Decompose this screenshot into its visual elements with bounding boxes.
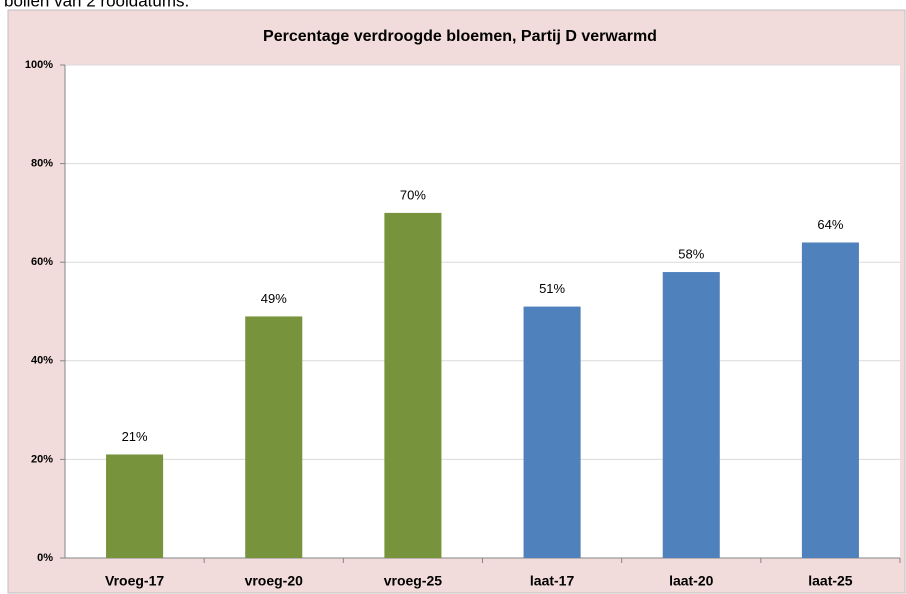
y-tick-label: 80% xyxy=(31,158,53,170)
bar xyxy=(106,454,164,558)
value-label: 58% xyxy=(678,246,704,261)
y-tick-label: 0% xyxy=(37,552,53,564)
bar xyxy=(801,242,859,559)
value-label: 21% xyxy=(122,429,148,444)
x-tick-label: vroeg-20 xyxy=(245,573,304,589)
bar xyxy=(245,316,303,558)
chart-title: Percentage verdroogde bloemen, Partij D … xyxy=(263,28,657,45)
caption: bollen van 2 rooidatums. xyxy=(4,0,189,10)
x-tick-label: laat-25 xyxy=(808,573,853,589)
bar xyxy=(523,306,581,558)
value-label: 51% xyxy=(539,281,565,296)
value-label: 70% xyxy=(400,187,426,202)
x-tick-label: laat-20 xyxy=(669,573,714,589)
y-tick-label: 40% xyxy=(31,355,53,367)
bar xyxy=(384,212,442,558)
value-label: 49% xyxy=(261,291,287,306)
y-tick-label: 20% xyxy=(31,453,53,465)
bar xyxy=(662,272,720,558)
x-tick-label: vroeg-25 xyxy=(384,573,443,589)
y-tick-label: 60% xyxy=(31,256,53,268)
plot-area xyxy=(65,65,900,558)
x-tick-label: Vroeg-17 xyxy=(105,573,164,589)
value-label: 64% xyxy=(817,217,843,232)
x-tick-label: laat-17 xyxy=(530,573,575,589)
y-tick-label: 100% xyxy=(25,59,53,71)
